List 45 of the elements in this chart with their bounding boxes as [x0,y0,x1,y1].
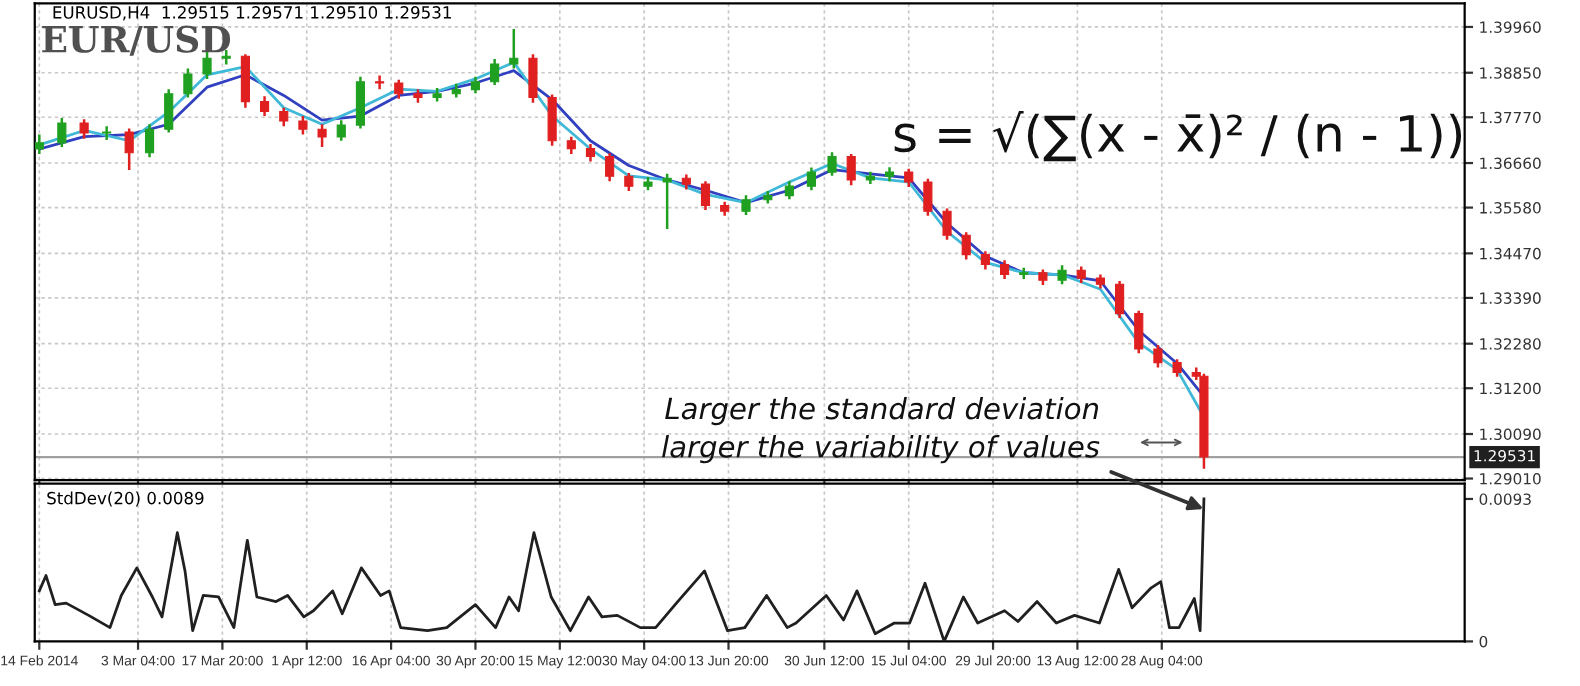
candlestick [355,75,366,130]
candlestick [827,151,837,178]
candlestick [741,193,751,217]
candlestick [317,123,327,149]
candlestick [34,133,44,156]
text: EUR/USD [42,25,231,56]
candlestick [1153,343,1163,369]
annotation: larger the variability of values [662,435,1100,464]
annotation: Larger the standard deviation [665,396,1099,426]
candlestick [1134,309,1144,355]
candlestick [662,172,672,231]
candlestick [102,125,112,142]
candlestick [124,127,134,172]
candlestick [298,114,308,136]
candlestick [846,152,856,187]
candlestick [605,151,615,183]
candlestick [240,52,250,110]
candlestick [923,177,933,218]
candlestick [57,116,67,149]
candlestick [942,207,952,241]
candlestick [999,259,1010,281]
candlestick [79,118,89,140]
candlestick [336,118,346,143]
candlestick [183,67,193,99]
candlestick [806,166,816,192]
candlestick [490,57,500,87]
annotation: s = √(∑(x - x̄)² / (n - 1)) [894,111,1462,162]
candlestick [164,87,174,134]
candlestick [547,93,557,147]
candlestick [784,179,794,201]
candlestick [904,167,914,189]
candlestick [980,250,990,271]
chart-subtitle: EURUSD,H4 1.29515 1.29571 1.29510 1.29531 [53,6,451,21]
candlestick [394,78,404,100]
candlestick [509,27,519,70]
candlestick [624,171,634,193]
candlestick [1057,264,1067,286]
candlestick [1115,279,1125,320]
chart-title: StdDev(20) 0.0089 [47,491,204,507]
candlestick [144,123,155,159]
candlestick [279,106,289,128]
candlestick [700,179,711,212]
candlestick [528,52,538,105]
candlestick [961,231,971,261]
candlestick [259,94,270,118]
